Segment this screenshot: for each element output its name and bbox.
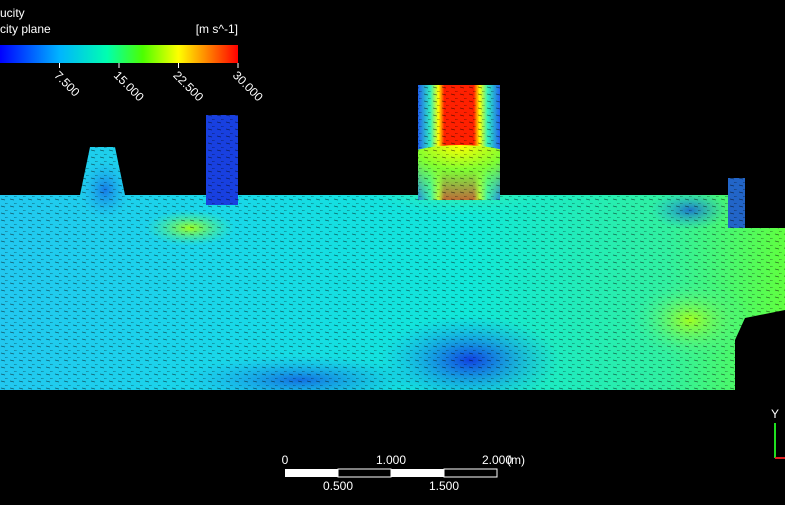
color-bar-label: 30.000 [230,68,266,104]
axis-label: Y [771,407,779,421]
legend-unit: [m s^-1] [196,22,238,36]
axis-triad: Y [771,407,785,459]
legend-title: ucity [0,6,25,20]
scale-label: 2.000 [482,453,512,467]
velocity-contour [0,85,785,390]
color-bar-label: 22.500 [170,68,206,104]
scale-label: 0.500 [323,479,353,493]
scale-label: 1.500 [429,479,459,493]
scale-label: 0 [282,453,289,467]
color-bar [0,45,238,63]
color-bar-ticks: 7.500 15.000 22.500 30.000 [51,63,266,104]
color-bar-label: 15.000 [111,68,147,104]
scale-bar [285,468,498,478]
scale-unit: (m) [507,453,525,467]
legend-subtitle: city plane [0,22,51,36]
color-bar-label: 7.500 [51,68,82,99]
scale-label: 1.000 [376,453,406,467]
